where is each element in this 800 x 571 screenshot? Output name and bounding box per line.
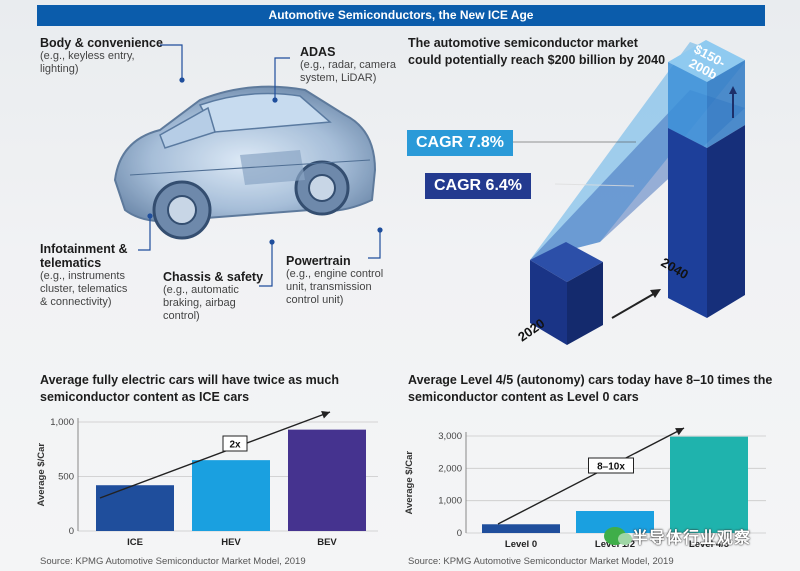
growth-arrow-head (650, 289, 661, 298)
box-2020-side (567, 262, 603, 345)
callout-body-title: Body & convenience (40, 36, 163, 50)
callout-powertrain-desc: control unit) (286, 294, 344, 306)
callout-info-desc: cluster, telematics (40, 283, 128, 295)
y-tick-label: 2,000 (438, 463, 462, 474)
callout-adas-desc: system, LiDAR) (300, 72, 377, 84)
annotation-label: 2x (229, 440, 241, 451)
callout-adas: ADAS (e.g., radar, camera system, LiDAR) (300, 45, 396, 85)
x-tick-label: Level 4/5 (689, 539, 730, 550)
pointer-line (138, 218, 151, 251)
chart-autonomy-content: Average $/Car 0 1,000 2,000 3,000 Level 0 Leve… (404, 427, 766, 550)
y-tick-label: 1,000 (50, 417, 74, 428)
pointer-line (274, 57, 290, 98)
annotation-box (222, 435, 248, 452)
y-tick-label: 0 (457, 528, 462, 539)
chart-ev-source: Source: KPMG Automotive Semiconductor Ma… (40, 556, 306, 567)
box-2040-side-upper (707, 60, 745, 148)
bar-level-0 (482, 524, 560, 533)
x-tick-label: Level 0 (505, 539, 537, 550)
y-tick-label: 500 (58, 472, 74, 483)
callout-adas-title: ADAS (300, 45, 336, 59)
bar-hev (192, 460, 270, 531)
pointer-line (259, 244, 273, 287)
callout-body: Body & convenience (e.g., keyless entry,… (40, 36, 163, 76)
chart-ev-content: Average $/Car 0 500 1,000 ICE HEV BEV 2x (36, 411, 378, 548)
callout-body-desc: (e.g., keyless entry, (40, 50, 135, 62)
pointer-dot (147, 213, 153, 219)
callout-powertrain: Powertrain (e.g., engine control unit, t… (286, 254, 383, 307)
trend-arrow (497, 427, 685, 525)
box-2040-front-upper (668, 62, 707, 148)
callout-body-desc: lighting) (40, 63, 79, 75)
trend-arrow-head (675, 428, 684, 436)
y-axis-label: Average $/Car (404, 451, 415, 515)
callout-infotainment: Infotainment & telematics (e.g., instrum… (40, 242, 128, 309)
callout-info-title: Infotainment & (40, 242, 128, 256)
wechat-logo-icon (604, 527, 632, 545)
pointer-dot (269, 239, 275, 245)
bar-bev (288, 429, 366, 531)
callout-powertrain-title: Powertrain (286, 254, 351, 268)
bar-ice (96, 485, 174, 531)
bar-level-4-5 (670, 436, 748, 533)
y-tick-label: 3,000 (438, 431, 462, 442)
callout-info-title: telematics (40, 256, 102, 270)
box-2040-front (668, 128, 707, 318)
chart-autonomy-title: Average Level 4/5 (autonomy) cars today … (408, 373, 773, 404)
y-axis-label: Average $/Car (36, 443, 47, 507)
callout-powertrain-desc: unit, transmission (286, 281, 372, 293)
bar-level-1-2 (576, 511, 654, 533)
pointer-line (368, 232, 381, 259)
market-headline: The automotive semiconductor market coul… (408, 36, 666, 67)
annotation-label: 8–10x (597, 462, 625, 473)
x-tick-label: ICE (127, 537, 143, 548)
car-illustration (113, 85, 377, 240)
range-arrow-head (729, 86, 737, 94)
box-2020-front (530, 260, 567, 345)
callout-info-desc: (e.g., instruments (40, 270, 125, 282)
cagr-low-badge: CAGR 6.4% (425, 173, 532, 199)
callout-powertrain-desc: (e.g., engine control (286, 268, 384, 280)
chart-autonomy-source: Source: KPMG Automotive Semiconductor Ma… (408, 556, 674, 567)
callout-chassis-title: Chassis & safety (163, 270, 264, 284)
banner-title: Automotive Semiconductors, the New ICE A… (37, 5, 765, 26)
callout-chassis-desc: braking, airbag (163, 297, 236, 309)
callout-adas-desc: (e.g., radar, camera (300, 59, 396, 71)
pointer-dot (179, 77, 185, 83)
callout-info-desc: & connectivity) (40, 296, 112, 308)
y-tick-label: 1,000 (438, 496, 462, 507)
watermark-text: 半导体行业观察 (632, 530, 752, 547)
box-2040-top (668, 40, 745, 82)
watermark: 半导体行业观察 (604, 523, 800, 549)
annotation-box (588, 457, 634, 474)
callout-chassis-desc: control) (163, 310, 200, 322)
callout-chassis: Chassis & safety (e.g., automatic brakin… (163, 270, 263, 323)
pointer-line (160, 44, 183, 78)
pointer-dot (272, 97, 278, 103)
trend-arrow (99, 411, 331, 499)
cagr-high-badge: CAGR 7.8% (407, 130, 514, 156)
box-2040-side (707, 125, 745, 318)
chart-ev-title: Average fully electric cars will have tw… (40, 373, 339, 404)
x-tick-label: HEV (221, 537, 241, 548)
trend-arrow-head (321, 411, 330, 419)
pointer-dot (377, 227, 383, 233)
growth-arrow (611, 291, 658, 319)
box-2020-top (530, 242, 603, 282)
y-tick-label: 0 (69, 526, 74, 537)
x-tick-label: BEV (317, 537, 337, 548)
callout-chassis-desc: (e.g., automatic (163, 284, 239, 296)
